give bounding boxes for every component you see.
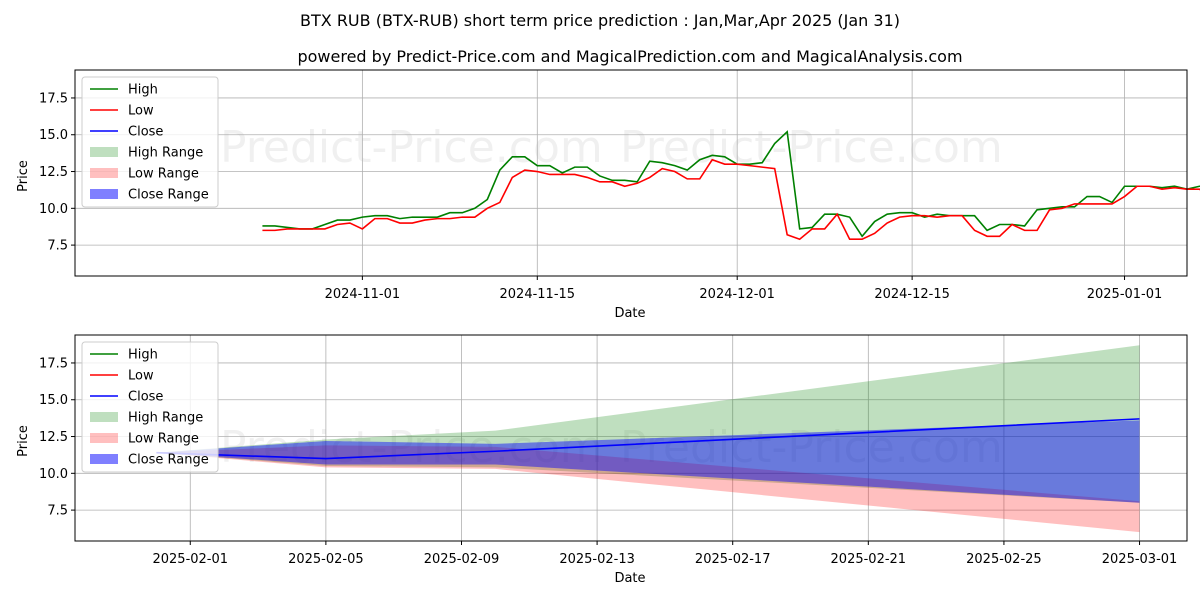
top-grid (75, 70, 1187, 276)
legend-swatch-patch (90, 412, 118, 422)
y-tick-label: 17.5 (39, 91, 68, 106)
legend-swatch-patch (90, 433, 118, 443)
bottom-plot-frame (74, 334, 1188, 542)
y-tick-label: 12.5 (39, 430, 68, 445)
top-x-ticks: 2024-11-01 2024-11-15 2024-12-01 2024-12-15… (325, 276, 1163, 302)
x-tick-label: 2024-12-01 (699, 287, 775, 302)
top-x-axis-label: Date (614, 306, 645, 321)
x-tick-label: 2025-02-21 (831, 552, 907, 567)
x-tick-label: 2025-01-01 (1087, 287, 1163, 302)
legend-label: Close (128, 390, 163, 405)
bottom-x-ticks: 2025-02-01 2025-02-05 2025-02-09 2025-02-13… (152, 541, 1177, 567)
bottom-y-axis-label: Price (16, 425, 31, 457)
legend-swatch-patch (90, 168, 118, 178)
x-tick-label: 2025-02-05 (288, 552, 364, 567)
x-tick-label: 2025-02-01 (152, 552, 228, 567)
y-tick-label: 10.0 (39, 202, 68, 217)
low-line (262, 158, 1200, 241)
legend-label: High (128, 348, 158, 363)
legend-label: Close (128, 125, 163, 140)
watermark-2: Predict-Price.com (620, 122, 1003, 173)
x-tick-label: 2025-02-13 (559, 552, 635, 567)
low-range-band (156, 445, 1140, 533)
y-tick-label: 17.5 (39, 356, 68, 371)
x-tick-label: 2024-12-15 (874, 287, 950, 302)
top-y-ticks: 7.5 10.0 12.5 15.0 17.5 (39, 91, 75, 254)
legend-label: Low (128, 369, 154, 384)
legend-label: Low (128, 104, 154, 119)
top-y-axis-label: Price (16, 160, 31, 192)
legend-label: High Range (128, 411, 203, 426)
high-range-band (156, 345, 1140, 503)
legend-label: High (128, 83, 158, 98)
legend-label: Close Range (128, 453, 209, 468)
watermark-3: Predict-Price.com (220, 422, 603, 473)
bottom-y-ticks: 7.5 10.0 12.5 15.0 17.5 (39, 356, 75, 519)
legend-swatch-patch (90, 454, 118, 464)
x-tick-label: 2025-02-17 (695, 552, 771, 567)
legend-swatch-patch (90, 147, 118, 157)
x-tick-label: 2024-11-15 (500, 287, 576, 302)
legend-swatch-patch (90, 189, 118, 199)
legend-label: Low Range (128, 432, 199, 447)
legend-label: Close Range (128, 188, 209, 203)
bottom-legend: High Low Close High Range Low Range Close Ran… (81, 341, 219, 473)
y-tick-label: 15.0 (39, 128, 68, 143)
watermark-4: Predict-Price.com (620, 422, 1003, 473)
high-line (262, 130, 1200, 238)
legend-label: High Range (128, 146, 203, 161)
legend-label: Low Range (128, 167, 199, 182)
bottom-panel: Predict-Price.com Predict-Price.com 7.5 1… (16, 334, 1188, 586)
y-tick-label: 15.0 (39, 393, 68, 408)
bottom-grid (75, 335, 1187, 541)
chart-subtitle: powered by Predict-Price.com and Magical… (297, 47, 962, 66)
y-tick-label: 12.5 (39, 165, 68, 180)
watermark-1: Predict-Price.com (220, 122, 603, 173)
chart-title: BTX RUB (BTX-RUB) short term price predi… (300, 11, 900, 30)
close-line (156, 418, 1140, 460)
y-tick-label: 7.5 (47, 239, 68, 254)
top-series-lines (262, 130, 1200, 241)
top-panel: Predict-Price.com Predict-Price.com 7.5 1… (16, 69, 1200, 321)
top-legend: High Low Close High Range Low Range Close Ran… (81, 76, 219, 208)
bottom-range-fills (156, 345, 1140, 533)
bottom-x-axis-label: Date (614, 571, 645, 586)
close-range-band (156, 420, 1140, 503)
top-plot-frame (74, 69, 1188, 277)
y-tick-label: 10.0 (39, 467, 68, 482)
x-tick-label: 2024-11-01 (325, 287, 401, 302)
y-tick-label: 7.5 (47, 504, 68, 519)
x-tick-label: 2025-02-09 (424, 552, 500, 567)
bottom-series-lines (156, 418, 1140, 460)
x-tick-label: 2025-02-25 (966, 552, 1042, 567)
x-tick-label: 2025-03-01 (1102, 552, 1178, 567)
